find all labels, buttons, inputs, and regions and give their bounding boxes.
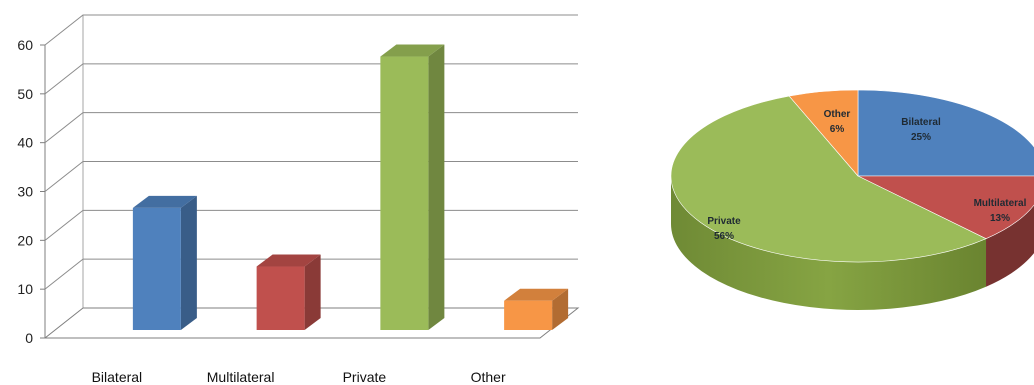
bar-top: [256, 254, 321, 267]
y-tick-label: 0: [25, 330, 33, 346]
bar-side: [304, 254, 321, 330]
y-tick-label: 10: [17, 281, 33, 297]
bar-multilateral: [256, 254, 321, 330]
bar-top: [380, 44, 445, 57]
x-tick-label: Bilateral: [92, 369, 143, 385]
pie-rim-private: [670, 176, 987, 310]
bar-bilateral: [132, 195, 197, 330]
bar-chart: 0 10 20 30 40 50 60 Bilateral Multilateral Priva…: [17, 14, 580, 385]
bar-front: [132, 207, 181, 330]
pie-labels: Bilateral 25% Multilateral 13% Private 56% Oth…: [707, 109, 1026, 242]
bar-y-axis: 0 10 20 30 40 50 60: [17, 37, 45, 346]
floor-outline: [43, 307, 580, 339]
bar-front: [256, 266, 305, 330]
bar-front: [380, 56, 429, 331]
pie-value-label: 13%: [990, 213, 1010, 224]
pie-value-label: 56%: [714, 231, 734, 242]
pie-label: Private: [707, 216, 741, 227]
gridline: [44, 63, 578, 95]
y-tick-label: 20: [17, 232, 33, 248]
gridline: [44, 112, 578, 144]
pie-label: Bilateral: [901, 117, 941, 128]
bar-other: [504, 288, 569, 330]
bar-side: [180, 195, 197, 330]
gridline: [44, 209, 578, 241]
pie-label: Multilateral: [974, 198, 1027, 209]
pie-chart: Bilateral 25% Multilateral 13% Private 56% Oth…: [670, 89, 1034, 310]
gridline: [44, 14, 578, 46]
bar-private: [380, 44, 445, 331]
pie-label: Other: [824, 109, 851, 120]
x-tick-label: Other: [471, 369, 506, 385]
pie-rim-multilateral: [986, 205, 1034, 287]
pie-slice-bilateral: [857, 89, 1034, 177]
bar-series: [132, 44, 569, 331]
x-tick-label: Private: [343, 369, 387, 385]
pie-value-label: 25%: [911, 132, 931, 143]
pie-rim: [670, 176, 1034, 310]
pie-slice-other: [788, 89, 859, 177]
bar-top: [132, 195, 197, 208]
bar-side: [552, 288, 569, 330]
y-tick-label: 30: [17, 184, 33, 200]
pie-slice-private: [670, 95, 987, 263]
pie-slice-multilateral: [857, 175, 1034, 240]
bar-gridlines: [43, 14, 580, 339]
gridline: [44, 161, 578, 192]
bar-x-axis: Bilateral Multilateral Private Other: [92, 369, 506, 385]
pie-value-label: 6%: [830, 124, 845, 135]
x-tick-label: Multilateral: [207, 369, 275, 385]
y-tick-label: 60: [17, 37, 33, 53]
bar-side: [428, 44, 445, 331]
bar-front: [504, 300, 553, 330]
y-tick-label: 40: [17, 135, 33, 151]
bar-top: [504, 288, 569, 301]
pie-slices: [670, 89, 1034, 263]
y-tick-label: 50: [17, 86, 33, 102]
